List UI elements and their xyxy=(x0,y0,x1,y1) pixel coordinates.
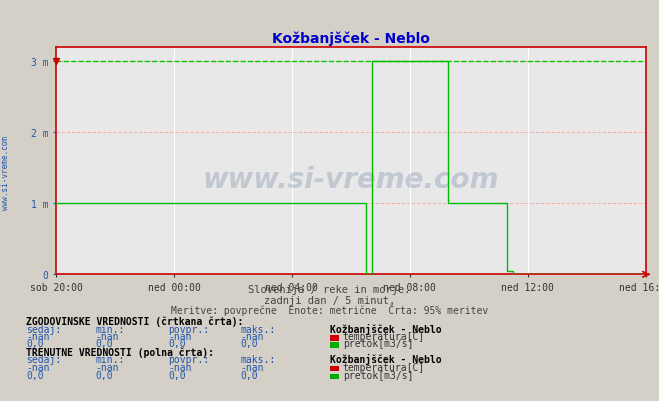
Text: maks.:: maks.: xyxy=(241,354,275,365)
Text: -nan: -nan xyxy=(241,331,264,341)
Text: -nan: -nan xyxy=(168,362,192,372)
Text: -nan: -nan xyxy=(96,362,119,372)
Text: sedaj:: sedaj: xyxy=(26,354,61,365)
Text: 0,0: 0,0 xyxy=(96,370,113,380)
Text: Slovenija / reke in morje.: Slovenija / reke in morje. xyxy=(248,284,411,294)
Text: -nan: -nan xyxy=(26,362,50,372)
Text: 0,0: 0,0 xyxy=(168,370,186,380)
Text: www.si-vreme.com: www.si-vreme.com xyxy=(203,166,499,194)
Text: povpr.:: povpr.: xyxy=(168,354,209,365)
Text: Kožbanjšček - Neblo: Kožbanjšček - Neblo xyxy=(330,354,441,365)
Text: www.si-vreme.com: www.si-vreme.com xyxy=(1,136,10,209)
Text: -nan: -nan xyxy=(241,362,264,372)
Text: TRENUTNE VREDNOSTI (polna črta):: TRENUTNE VREDNOSTI (polna črta): xyxy=(26,346,214,357)
Text: maks.:: maks.: xyxy=(241,324,275,334)
Text: min.:: min.: xyxy=(96,354,125,365)
Text: 0,0: 0,0 xyxy=(241,338,258,348)
Text: -nan: -nan xyxy=(168,331,192,341)
Text: pretok[m3/s]: pretok[m3/s] xyxy=(343,370,413,380)
Text: ZGODOVINSKE VREDNOSTI (črtkana črta):: ZGODOVINSKE VREDNOSTI (črtkana črta): xyxy=(26,316,244,326)
Text: pretok[m3/s]: pretok[m3/s] xyxy=(343,338,413,348)
Text: Kožbanjšček - Neblo: Kožbanjšček - Neblo xyxy=(330,323,441,334)
Text: 0,0: 0,0 xyxy=(168,338,186,348)
Text: -nan: -nan xyxy=(96,331,119,341)
Title: Kožbanjšček - Neblo: Kožbanjšček - Neblo xyxy=(272,31,430,46)
Text: zadnji dan / 5 minut.: zadnji dan / 5 minut. xyxy=(264,295,395,305)
Text: temperatura[C]: temperatura[C] xyxy=(343,362,425,372)
Text: 0,0: 0,0 xyxy=(26,338,44,348)
Text: 0,0: 0,0 xyxy=(26,370,44,380)
Text: 0,0: 0,0 xyxy=(241,370,258,380)
Text: sedaj:: sedaj: xyxy=(26,324,61,334)
Text: povpr.:: povpr.: xyxy=(168,324,209,334)
Text: temperatura[C]: temperatura[C] xyxy=(343,331,425,341)
Text: 0,0: 0,0 xyxy=(96,338,113,348)
Text: Meritve: povprečne  Enote: metrične  Črta: 95% meritev: Meritve: povprečne Enote: metrične Črta:… xyxy=(171,304,488,316)
Text: -nan: -nan xyxy=(26,331,50,341)
Text: min.:: min.: xyxy=(96,324,125,334)
